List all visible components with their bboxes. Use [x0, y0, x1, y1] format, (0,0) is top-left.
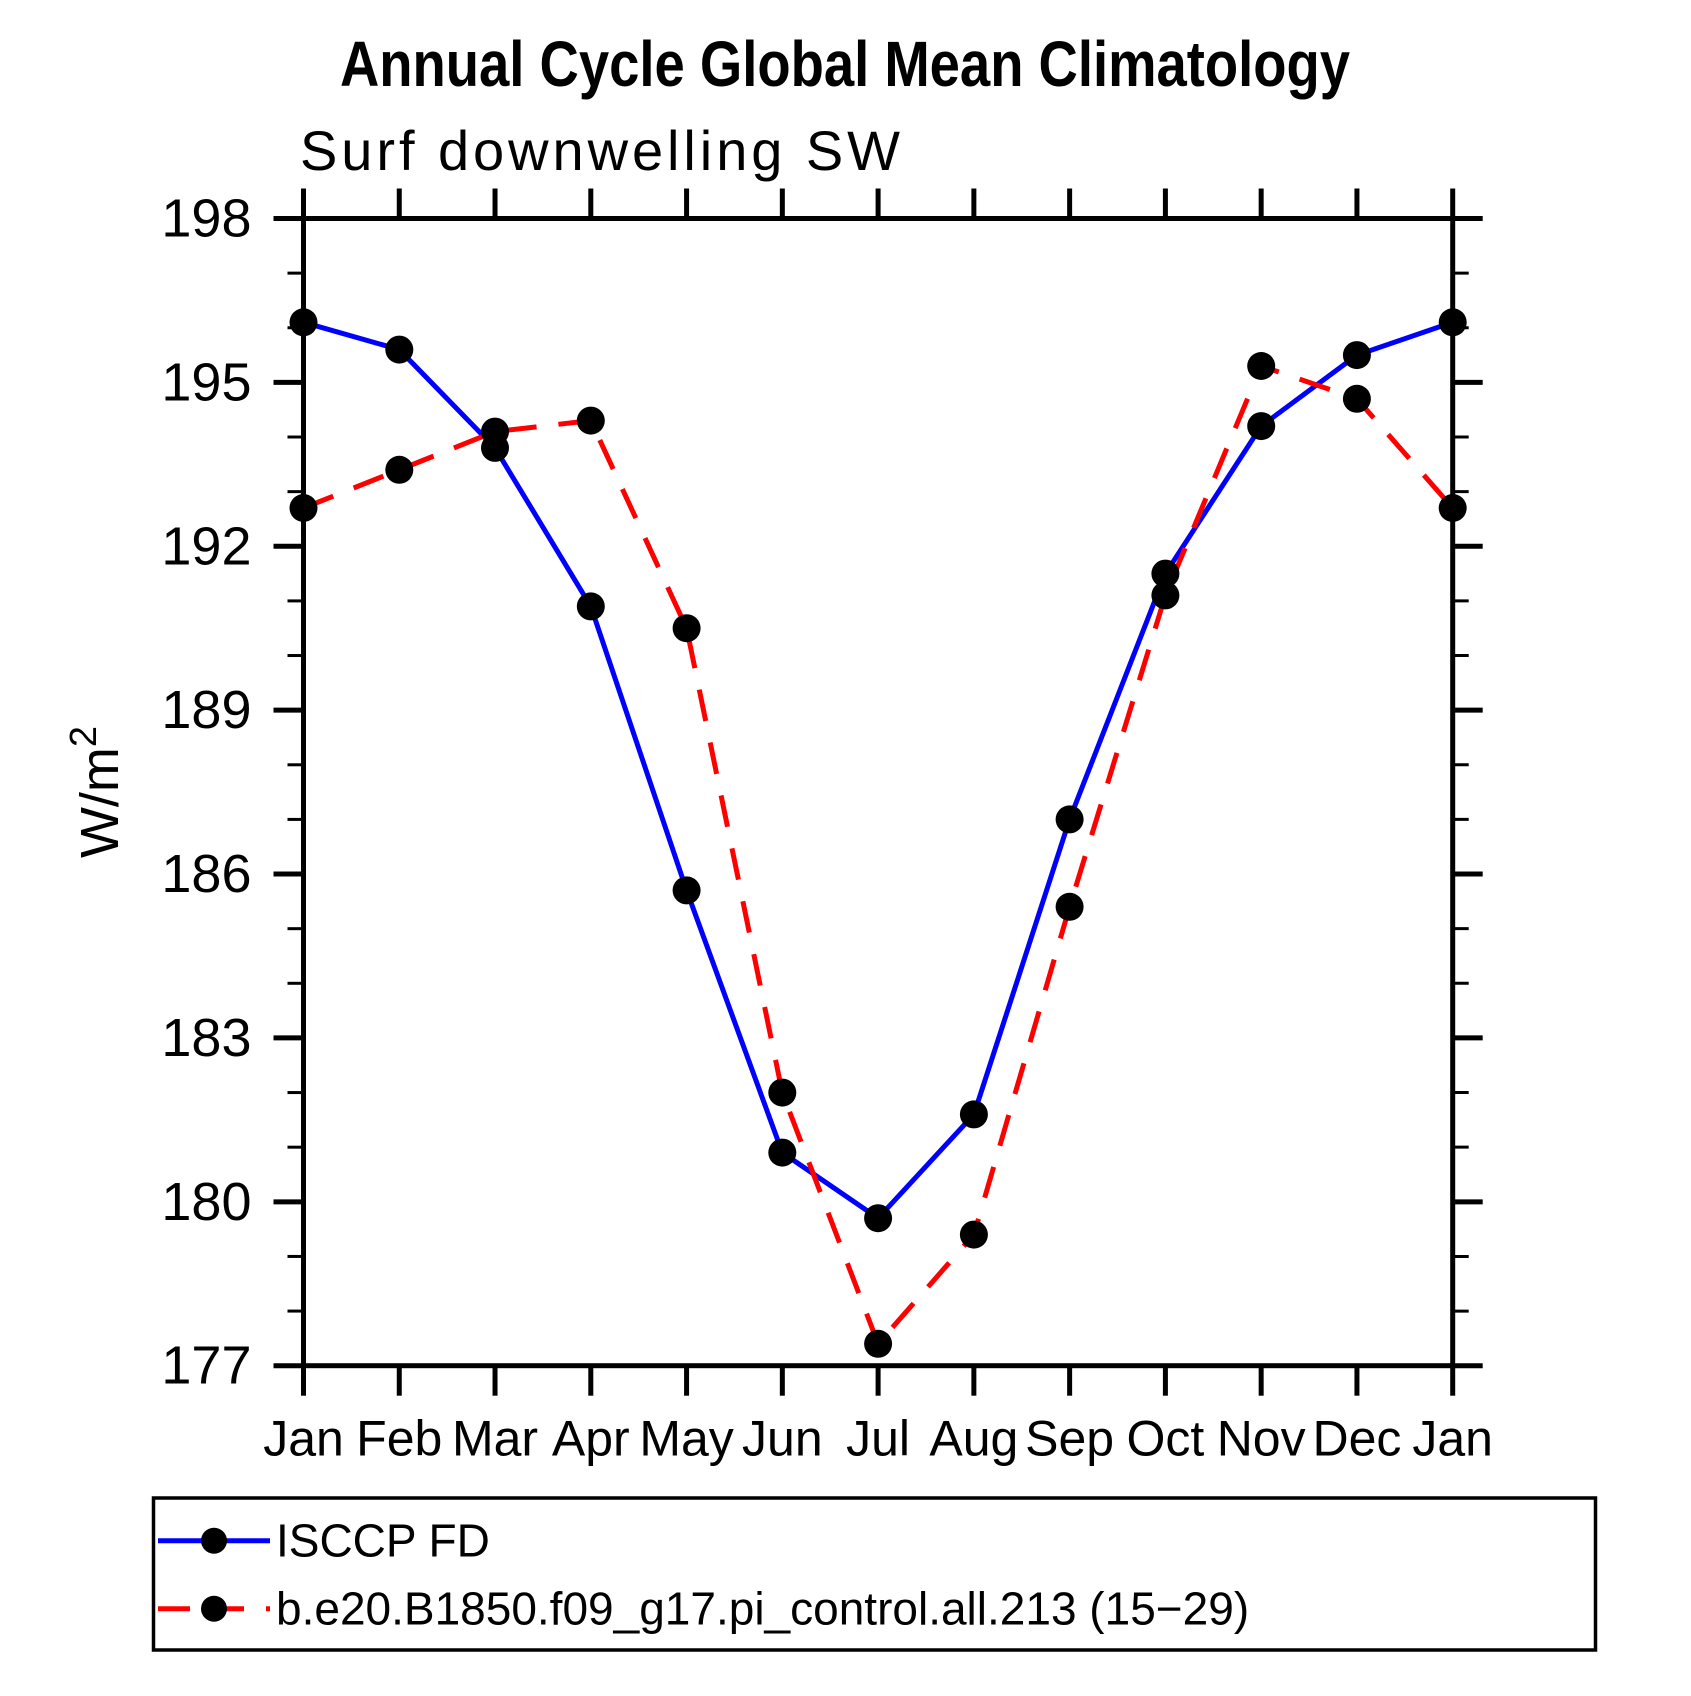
- x-tick-label: Sep: [1025, 1411, 1114, 1467]
- series-0-point-Feb: [385, 335, 414, 364]
- x-tick-label: Mar: [452, 1411, 538, 1467]
- series-line-0: [302, 319, 1454, 1222]
- series-0-point-May: [672, 876, 701, 905]
- legend-label-1: b.e20.B1850.f09_g17.pi_control.all.213 (…: [276, 1583, 1249, 1635]
- plot-frame: [301, 216, 1456, 1369]
- series-1-point-Sep: [1055, 892, 1084, 921]
- series-0-point-Jun: [768, 1138, 797, 1167]
- series-0-point-Jul: [864, 1204, 893, 1233]
- series-1-point-May: [672, 614, 701, 643]
- x-tick-label: Nov: [1217, 1411, 1306, 1467]
- chart-subtitle: Surf downwelling SW: [300, 119, 900, 182]
- series-0-point-Dec: [1342, 341, 1371, 370]
- series-0-point-Jan: [1438, 308, 1467, 337]
- legend-label-0: ISCCP FD: [276, 1515, 490, 1567]
- x-tick-label: May: [639, 1411, 733, 1467]
- series-0-point-Apr: [576, 592, 605, 621]
- series-0-point-Nov: [1247, 412, 1276, 441]
- series-1-point-Jan: [289, 494, 318, 522]
- y-tick-label: 186: [161, 844, 251, 904]
- x-tick-label: Feb: [356, 1411, 442, 1467]
- series-0-point-Oct: [1151, 559, 1180, 588]
- series-1-point-Nov: [1247, 352, 1276, 380]
- series-line-1: [302, 362, 1455, 1349]
- series-1-point-Apr: [576, 406, 605, 435]
- series-1-point-Feb: [385, 455, 414, 484]
- series-1-point-Jul: [864, 1329, 893, 1358]
- series-1-point-Aug: [959, 1220, 988, 1249]
- y-tick-label: 192: [161, 516, 251, 576]
- series-1-point-Oct: [1151, 581, 1180, 610]
- x-tick-label: Jun: [742, 1411, 823, 1467]
- series-0-point-Aug: [959, 1100, 988, 1129]
- series-1-point-Jun: [768, 1078, 797, 1107]
- y-tick-label: 183: [161, 1008, 251, 1068]
- x-tick-label: Dec: [1312, 1411, 1401, 1467]
- legend-sample-marker-0: [201, 1527, 227, 1554]
- x-tick-label: Jan: [263, 1411, 344, 1467]
- x-tick-label: Aug: [929, 1411, 1018, 1467]
- y-tick-label: 198: [161, 189, 251, 249]
- x-tick-label: Jan: [1412, 1411, 1493, 1467]
- y-tick-label: 189: [161, 680, 251, 740]
- x-tick-label: Oct: [1127, 1411, 1205, 1467]
- y-tick-label: 180: [161, 1172, 251, 1232]
- y-axis-label: W/m2: [63, 726, 130, 858]
- legend-box: [151, 1496, 1598, 1652]
- series-0-point-Sep: [1055, 805, 1084, 834]
- series-1-point-Mar: [481, 417, 509, 446]
- y-tick-label: 195: [161, 352, 251, 412]
- chart-title: Annual Cycle Global Mean Climatology: [340, 28, 1350, 100]
- series-0-point-Jan: [289, 308, 318, 337]
- legend-sample-marker-1: [201, 1595, 227, 1622]
- series-1-point-Dec: [1342, 384, 1371, 413]
- x-tick-label: Jul: [846, 1411, 910, 1467]
- y-tick-label: 177: [161, 1336, 251, 1396]
- x-tick-label: Apr: [552, 1411, 630, 1467]
- series-1-point-Jan: [1438, 494, 1467, 522]
